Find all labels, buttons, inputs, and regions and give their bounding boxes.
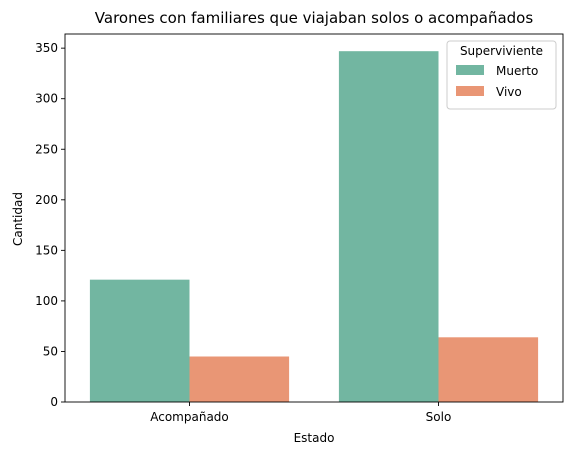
legend-swatch-vivo xyxy=(456,86,484,96)
bar-acompa-ado-vivo xyxy=(190,357,290,402)
legend-swatch-muerto xyxy=(456,65,484,75)
chart-title: Varones con familiares que viajaban solo… xyxy=(95,9,534,27)
y-tick-label: 0 xyxy=(50,395,58,409)
legend-label-vivo: Vivo xyxy=(496,85,522,99)
x-axis-label: Estado xyxy=(294,431,335,445)
bar-solo-vivo xyxy=(439,337,539,402)
bar-acompa-ado-muerto xyxy=(90,280,190,402)
y-tick-label: 100 xyxy=(35,294,58,308)
y-tick-label: 200 xyxy=(35,193,58,207)
legend: Superviviente Muerto Vivo xyxy=(447,41,556,109)
y-tick-label: 300 xyxy=(35,92,58,106)
y-tick-label: 50 xyxy=(43,344,58,358)
x-tick-label: Solo xyxy=(426,410,452,424)
y-tick-label: 150 xyxy=(35,243,58,257)
y-axis-label: Cantidad xyxy=(11,192,25,246)
legend-title: Superviviente xyxy=(460,44,543,58)
y-tick-label: 350 xyxy=(35,41,58,55)
x-tick-label: Acompañado xyxy=(150,410,229,424)
legend-label-muerto: Muerto xyxy=(496,64,538,78)
bar-solo-muerto xyxy=(339,51,439,402)
y-tick-label: 250 xyxy=(35,142,58,156)
